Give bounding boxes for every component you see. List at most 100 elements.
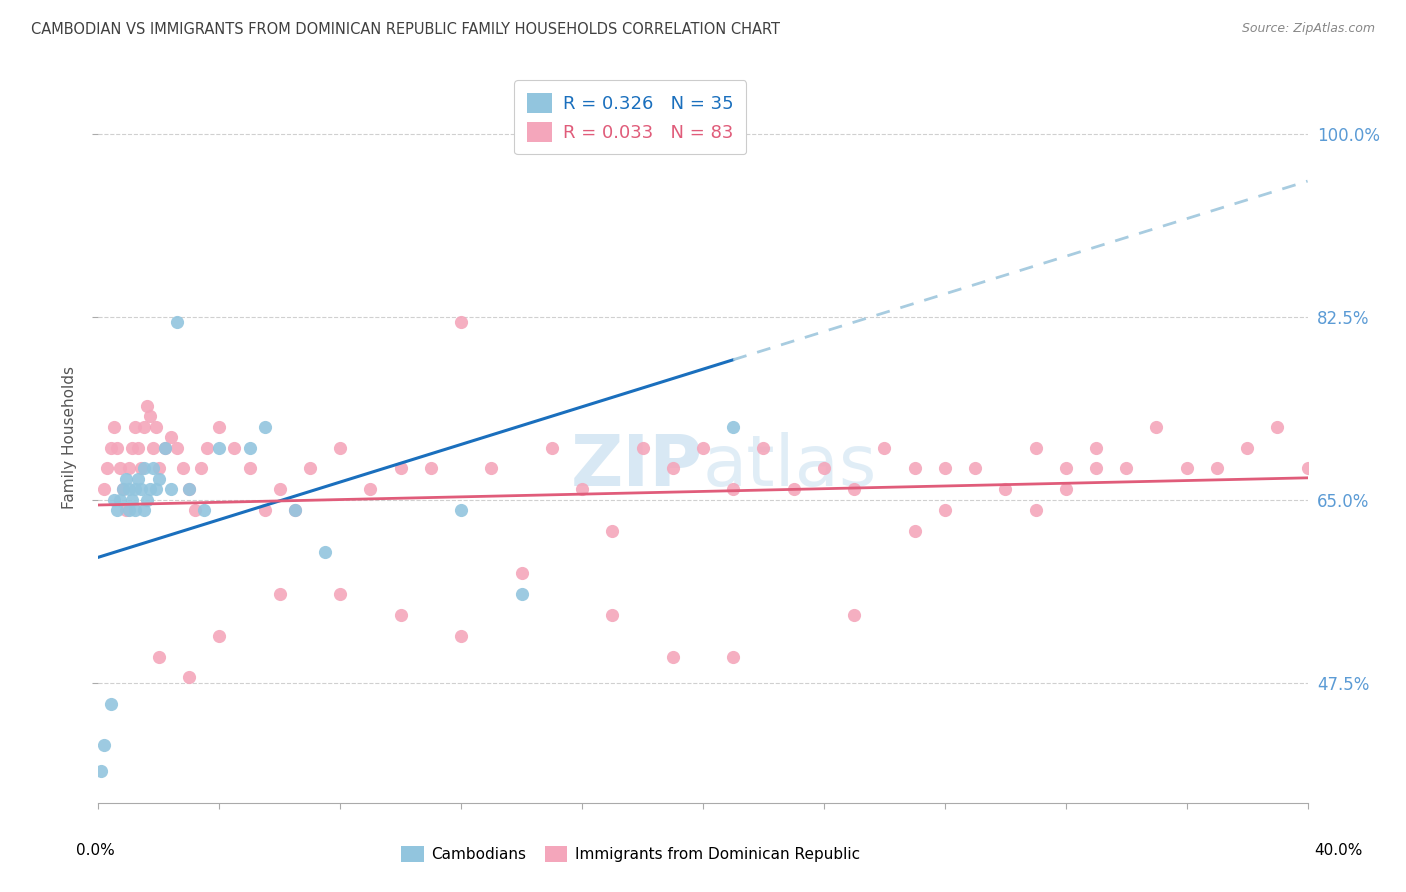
Point — [118, 483, 141, 497]
Point — [540, 441, 562, 455]
Point — [1175, 461, 1198, 475]
Point — [783, 483, 806, 497]
Point — [752, 441, 775, 455]
Point — [142, 441, 165, 455]
Point — [190, 461, 212, 475]
Point — [481, 461, 503, 475]
Point — [1024, 441, 1046, 455]
Point — [132, 503, 155, 517]
Point — [139, 409, 162, 424]
Point — [153, 441, 176, 455]
Text: Source: ZipAtlas.com: Source: ZipAtlas.com — [1241, 22, 1375, 36]
Point — [132, 419, 155, 434]
Point — [208, 441, 231, 455]
Point — [360, 483, 382, 497]
Point — [208, 629, 231, 643]
Point — [1267, 419, 1289, 434]
Point — [934, 503, 956, 517]
Point — [100, 697, 122, 711]
Point — [1085, 461, 1108, 475]
Point — [1206, 461, 1229, 475]
Point — [844, 607, 866, 622]
Point — [723, 483, 745, 497]
Point — [135, 399, 157, 413]
Point — [108, 461, 131, 475]
Point — [100, 441, 122, 455]
Point — [224, 441, 246, 455]
Point — [723, 649, 745, 664]
Point — [965, 461, 987, 475]
Point — [172, 461, 194, 475]
Point — [389, 461, 412, 475]
Point — [124, 503, 146, 517]
Point — [844, 483, 866, 497]
Point — [994, 483, 1017, 497]
Point — [139, 483, 162, 497]
Point — [193, 503, 215, 517]
Point — [166, 315, 188, 329]
Point — [253, 503, 276, 517]
Point — [602, 607, 624, 622]
Point — [299, 461, 322, 475]
Point — [114, 503, 136, 517]
Point — [420, 461, 443, 475]
Point — [1054, 483, 1077, 497]
Text: atlas: atlas — [703, 432, 877, 500]
Point — [142, 461, 165, 475]
Point — [269, 483, 291, 497]
Point — [160, 483, 183, 497]
Point — [93, 739, 115, 753]
Point — [208, 419, 231, 434]
Point — [160, 430, 183, 444]
Point — [510, 566, 533, 580]
Point — [269, 587, 291, 601]
Point — [124, 483, 146, 497]
Text: CAMBODIAN VS IMMIGRANTS FROM DOMINICAN REPUBLIC FAMILY HOUSEHOLDS CORRELATION CH: CAMBODIAN VS IMMIGRANTS FROM DOMINICAN R… — [31, 22, 780, 37]
Point — [450, 629, 472, 643]
Point — [135, 492, 157, 507]
Point — [195, 441, 218, 455]
Point — [96, 461, 118, 475]
Point — [145, 483, 167, 497]
Point — [132, 461, 155, 475]
Point — [723, 419, 745, 434]
Point — [103, 419, 125, 434]
Y-axis label: Family Households: Family Households — [62, 366, 77, 508]
Point — [1085, 441, 1108, 455]
Point — [145, 419, 167, 434]
Legend: Cambodians, Immigrants from Dominican Republic: Cambodians, Immigrants from Dominican Re… — [395, 840, 866, 868]
Point — [1236, 441, 1258, 455]
Point — [389, 607, 412, 622]
Point — [108, 492, 131, 507]
Point — [934, 461, 956, 475]
Point — [179, 670, 201, 684]
Point — [127, 472, 149, 486]
Point — [179, 483, 201, 497]
Text: 0.0%: 0.0% — [76, 843, 115, 858]
Point — [90, 764, 112, 779]
Point — [148, 472, 170, 486]
Point — [239, 441, 262, 455]
Point — [129, 483, 152, 497]
Text: 40.0%: 40.0% — [1315, 843, 1362, 858]
Point — [1054, 461, 1077, 475]
Text: ZIP: ZIP — [571, 432, 703, 500]
Point — [105, 441, 128, 455]
Point — [111, 483, 134, 497]
Point — [184, 503, 207, 517]
Point — [1144, 419, 1167, 434]
Point — [314, 545, 336, 559]
Point — [692, 441, 714, 455]
Point — [103, 492, 125, 507]
Point — [450, 315, 472, 329]
Point — [148, 649, 170, 664]
Point — [873, 441, 896, 455]
Point — [904, 524, 927, 538]
Point — [661, 461, 683, 475]
Point — [129, 461, 152, 475]
Point — [904, 461, 927, 475]
Point — [118, 461, 141, 475]
Point — [111, 483, 134, 497]
Point — [571, 483, 593, 497]
Point — [602, 524, 624, 538]
